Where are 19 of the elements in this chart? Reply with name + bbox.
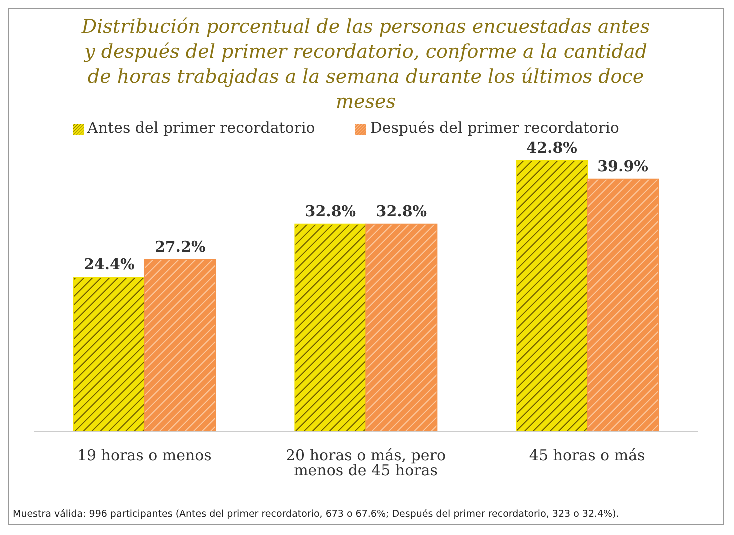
data-label: 39.9% xyxy=(598,157,648,176)
bar xyxy=(294,224,367,432)
x-tick-label: 19 horas o menos xyxy=(77,446,212,465)
data-label: 27.2% xyxy=(154,238,206,256)
data-label: 24.4% xyxy=(84,256,135,274)
bar xyxy=(587,178,660,432)
x-tick-label: 20 horas o más, pero menos de 45 horas xyxy=(286,446,446,480)
bar xyxy=(73,277,146,432)
x-tick-label: 45 horas o más xyxy=(529,446,646,465)
data-label: 32.8% xyxy=(376,202,428,220)
data-label: 42.8% xyxy=(526,139,578,157)
legend-label: Después del primer recordatorio xyxy=(370,119,620,137)
text: Muestra válida: 996 participantes (Antes del primer recordatorio, 673 o 67.6%; Después del primer recordatorio, 323 o 32.4%). xyxy=(13,509,620,520)
data-label: 32.8% xyxy=(305,202,356,220)
bar xyxy=(144,259,216,432)
bar xyxy=(516,160,588,432)
bar xyxy=(366,224,438,432)
legend-label: Antes del primer recordatorio xyxy=(88,119,316,137)
chart-title: Distribución porcentual de las personas encuestadas antes y después del primer recordatorio, conforme a la cantidad de horas trabajadas a la semana durante los últimos doce meses xyxy=(80,15,652,115)
